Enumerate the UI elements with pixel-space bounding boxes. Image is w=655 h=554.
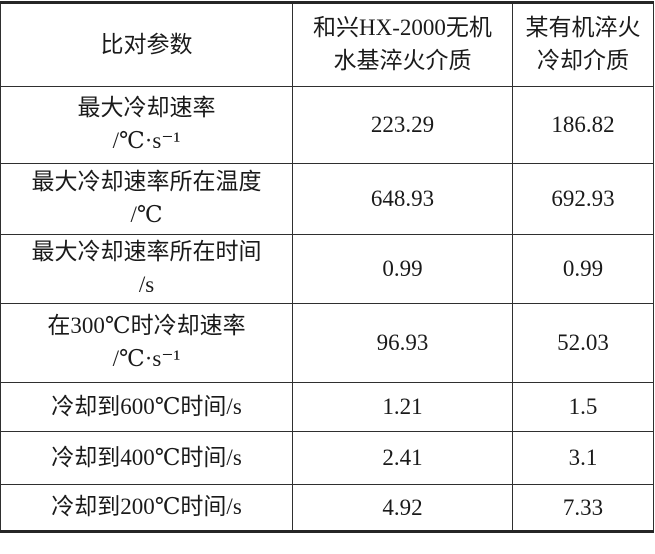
param-cell: 冷却到200℃时间/s <box>0 484 293 532</box>
param-cell: 在300℃时冷却速率 /℃·s⁻¹ <box>0 303 293 383</box>
param-line1: 最大冷却速率所在温度 <box>31 169 262 195</box>
param-cell: 冷却到600℃时间/s <box>0 382 293 432</box>
quench-media-comparison-table: 比对参数 和兴HX-2000无机 水基淬火介质 某有机淬火 冷却介质 最大冷却速… <box>0 1 654 533</box>
value-cell-hx2000: 648.93 <box>292 163 513 235</box>
value-cell-organic: 7.33 <box>512 484 654 532</box>
value-cell-organic: 1.5 <box>512 382 654 432</box>
header-cell-organic: 某有机淬火 冷却介质 <box>512 2 654 87</box>
table-row: 冷却到400℃时间/s 2.41 3.1 <box>0 431 654 485</box>
param-cell: 冷却到400℃时间/s <box>0 431 293 485</box>
value-cell-organic: 0.99 <box>512 234 654 304</box>
value-cell-organic: 52.03 <box>512 303 654 383</box>
table-row: 最大冷却速率所在时间 /s 0.99 0.99 <box>0 234 654 304</box>
value-cell-hx2000: 4.92 <box>292 484 513 532</box>
param-line1: 最大冷却速率 <box>77 95 216 121</box>
param-unit: /℃ <box>130 202 163 227</box>
value-cell-hx2000: 2.41 <box>292 431 513 485</box>
param-cell: 最大冷却速率 /℃·s⁻¹ <box>0 86 293 164</box>
header-cell-param: 比对参数 <box>0 2 293 87</box>
value-cell-hx2000: 1.21 <box>292 382 513 432</box>
value-cell-organic: 3.1 <box>512 431 654 485</box>
param-line1: 冷却到200℃时间/s <box>51 494 242 520</box>
table-row: 冷却到200℃时间/s 4.92 7.33 <box>0 484 654 532</box>
table-row: 最大冷却速率 /℃·s⁻¹ 223.29 186.82 <box>0 86 654 164</box>
header-organic-line1: 某有机淬火 <box>525 15 641 41</box>
header-param-label: 比对参数 <box>100 31 193 57</box>
param-line1: 最大冷却速率所在时间 <box>31 239 262 265</box>
param-unit: /℃·s⁻¹ <box>112 346 181 371</box>
param-cell: 最大冷却速率所在温度 /℃ <box>0 163 293 235</box>
header-organic-line2: 冷却介质 <box>537 48 629 73</box>
header-cell-hx2000: 和兴HX-2000无机 水基淬火介质 <box>292 2 513 87</box>
value-cell-hx2000: 0.99 <box>292 234 513 304</box>
param-line1: 冷却到600℃时间/s <box>51 393 242 419</box>
param-unit: /s <box>138 272 155 297</box>
value-cell-hx2000: 96.93 <box>292 303 513 383</box>
value-cell-organic: 186.82 <box>512 86 654 164</box>
table-row: 在300℃时冷却速率 /℃·s⁻¹ 96.93 52.03 <box>0 303 654 383</box>
table-row: 最大冷却速率所在温度 /℃ 648.93 692.93 <box>0 163 654 235</box>
table-row: 冷却到600℃时间/s 1.21 1.5 <box>0 382 654 432</box>
param-unit: /℃·s⁻¹ <box>112 128 181 153</box>
header-hx2000-line2: 水基淬火介质 <box>333 48 472 73</box>
value-cell-organic: 692.93 <box>512 163 654 235</box>
value-cell-hx2000: 223.29 <box>292 86 513 164</box>
param-cell: 最大冷却速率所在时间 /s <box>0 234 293 304</box>
table-header-row: 比对参数 和兴HX-2000无机 水基淬火介质 某有机淬火 冷却介质 <box>0 2 654 87</box>
param-line1: 在300℃时冷却速率 <box>47 313 246 339</box>
header-hx2000-line1: 和兴HX-2000无机 <box>313 15 492 41</box>
param-line1: 冷却到400℃时间/s <box>51 444 242 470</box>
